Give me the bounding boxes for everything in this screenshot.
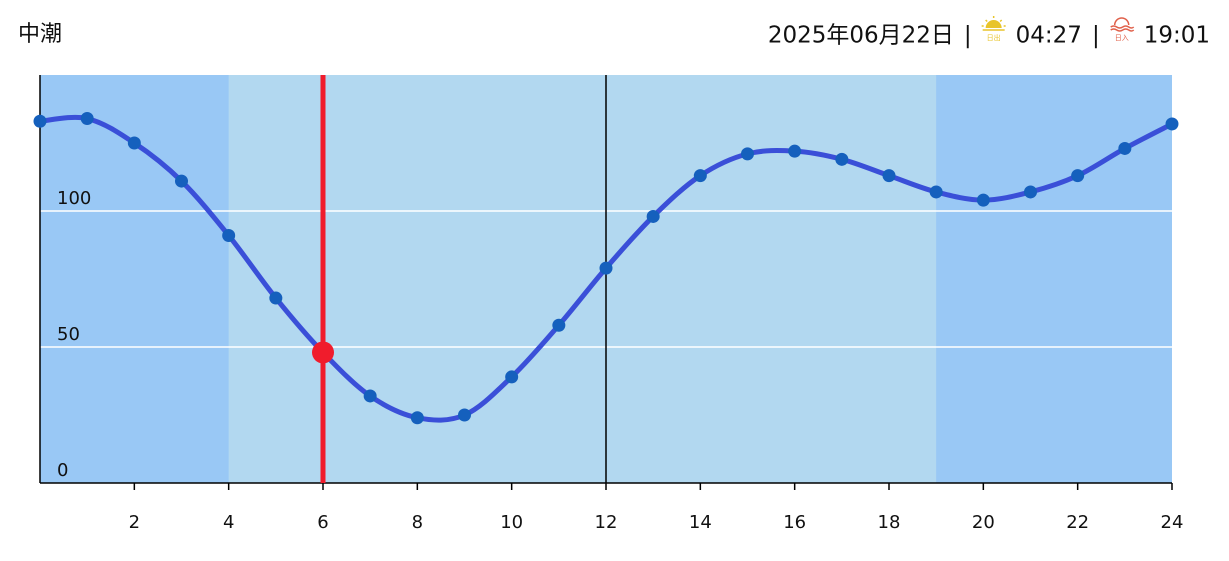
wave	[1110, 25, 1135, 29]
sun-ray	[985, 19, 988, 23]
tide-point	[552, 318, 566, 332]
sun-ray	[999, 19, 1003, 23]
x-tick-label: 12	[595, 512, 618, 533]
date: 2025年06月22日	[768, 23, 954, 49]
sun	[1113, 17, 1130, 26]
tide-point	[976, 193, 990, 207]
sunrise-time: 04:27	[1016, 23, 1082, 49]
y-tick-label: 50	[57, 324, 80, 345]
tide-point	[599, 261, 613, 275]
x-tick-label: 24	[1161, 512, 1184, 533]
tide-point	[127, 136, 141, 150]
separator: |	[964, 23, 972, 49]
tide-point	[741, 147, 754, 161]
tide-point	[80, 112, 94, 126]
tide-point	[835, 152, 849, 166]
tide-point	[1165, 117, 1179, 131]
sun	[985, 20, 1002, 28]
icon-label: 日出	[987, 33, 1001, 42]
tide-point	[269, 291, 283, 305]
sunrise-icon: 日出	[981, 16, 1006, 42]
tide-point	[693, 169, 707, 183]
tide-point	[788, 144, 802, 158]
x-tick-label: 6	[317, 512, 328, 533]
x-tick-label: 10	[500, 512, 523, 533]
x-tick-label: 2	[129, 512, 140, 533]
tide-point	[33, 114, 47, 128]
x-tick-label: 8	[412, 512, 423, 533]
tide-point	[929, 185, 943, 199]
tide-point	[175, 174, 188, 188]
tide-point	[410, 411, 424, 425]
tide-point	[1118, 141, 1132, 155]
tide-point	[458, 408, 471, 422]
x-tick-label: 18	[878, 512, 901, 533]
tide-point	[882, 169, 896, 183]
tide-point	[1071, 169, 1085, 183]
x-tick-label: 16	[783, 512, 806, 533]
tide-point	[363, 389, 377, 403]
sunset-time: 19:01	[1144, 23, 1210, 49]
y-tick-label: 100	[57, 188, 91, 209]
header-info: 19:01 日入 | 04:27 日出 | 2025年06月22日	[768, 16, 1210, 49]
current-point	[312, 341, 334, 364]
tide-point	[646, 209, 660, 223]
sunset-icon: 日入	[1110, 17, 1135, 42]
x-tick-label: 20	[972, 512, 995, 533]
x-tick-label: 22	[1066, 512, 1089, 533]
separator: |	[1092, 23, 1100, 49]
tide-point	[505, 370, 519, 384]
tide-point	[222, 228, 236, 242]
tide-point	[1024, 185, 1037, 199]
night-band	[40, 75, 229, 483]
x-tick-label: 14	[689, 512, 712, 533]
tide-name: 中潮	[18, 22, 62, 47]
wave	[1110, 28, 1135, 32]
night-band	[936, 75, 1172, 483]
y-tick-label: 0	[57, 460, 68, 481]
x-tick-label: 4	[223, 512, 234, 533]
icon-label: 日入	[1115, 34, 1129, 42]
